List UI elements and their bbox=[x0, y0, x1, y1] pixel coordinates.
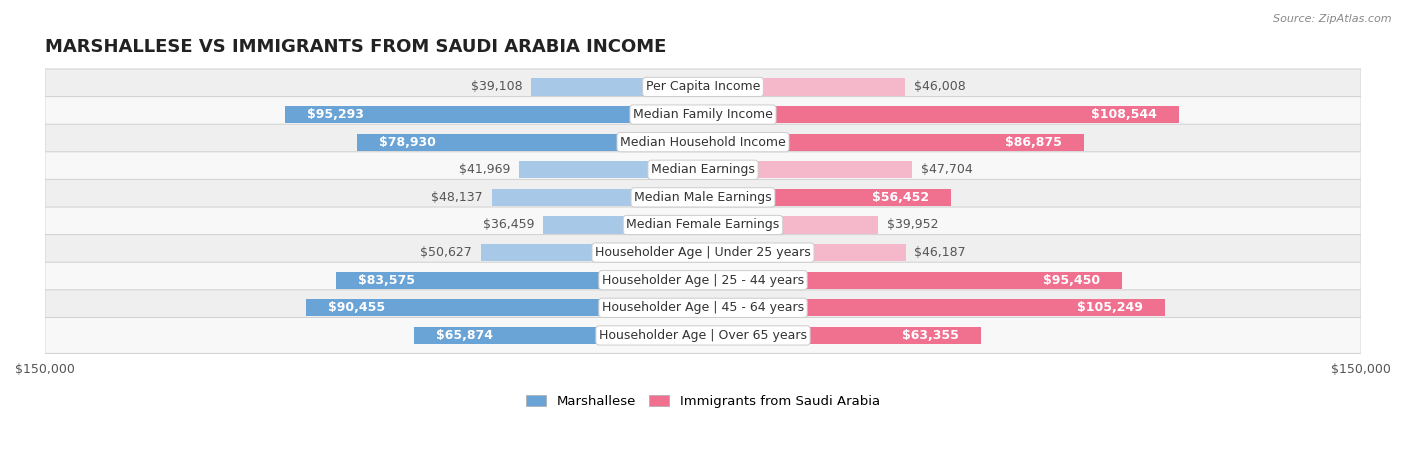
Text: $41,969: $41,969 bbox=[458, 163, 510, 176]
FancyBboxPatch shape bbox=[45, 262, 1361, 298]
Text: $90,455: $90,455 bbox=[328, 301, 385, 314]
Legend: Marshallese, Immigrants from Saudi Arabia: Marshallese, Immigrants from Saudi Arabi… bbox=[522, 389, 884, 413]
Text: $78,930: $78,930 bbox=[378, 136, 436, 149]
Bar bbox=[357, 134, 703, 151]
Text: $63,355: $63,355 bbox=[903, 329, 959, 342]
Bar bbox=[703, 299, 1164, 316]
Text: $95,293: $95,293 bbox=[307, 108, 364, 121]
FancyBboxPatch shape bbox=[45, 318, 1361, 354]
Text: $95,450: $95,450 bbox=[1043, 274, 1099, 287]
Bar bbox=[519, 161, 703, 178]
Bar bbox=[703, 134, 1084, 151]
FancyBboxPatch shape bbox=[45, 179, 1361, 215]
Text: Median Female Earnings: Median Female Earnings bbox=[627, 219, 779, 232]
Bar bbox=[703, 327, 981, 344]
Bar bbox=[531, 78, 703, 96]
FancyBboxPatch shape bbox=[45, 290, 1361, 326]
Text: $50,627: $50,627 bbox=[420, 246, 472, 259]
Text: Median Earnings: Median Earnings bbox=[651, 163, 755, 176]
Text: $56,452: $56,452 bbox=[872, 191, 929, 204]
Text: $108,544: $108,544 bbox=[1091, 108, 1157, 121]
Bar bbox=[703, 78, 905, 96]
Text: $105,249: $105,249 bbox=[1077, 301, 1143, 314]
Text: MARSHALLESE VS IMMIGRANTS FROM SAUDI ARABIA INCOME: MARSHALLESE VS IMMIGRANTS FROM SAUDI ARA… bbox=[45, 38, 666, 57]
Text: $47,704: $47,704 bbox=[921, 163, 973, 176]
Bar bbox=[413, 327, 703, 344]
Bar bbox=[703, 161, 912, 178]
Text: Source: ZipAtlas.com: Source: ZipAtlas.com bbox=[1274, 14, 1392, 24]
FancyBboxPatch shape bbox=[45, 97, 1361, 133]
Text: Per Capita Income: Per Capita Income bbox=[645, 80, 761, 93]
Text: $86,875: $86,875 bbox=[1005, 136, 1062, 149]
FancyBboxPatch shape bbox=[45, 124, 1361, 160]
Text: Householder Age | Under 25 years: Householder Age | Under 25 years bbox=[595, 246, 811, 259]
Text: Householder Age | 45 - 64 years: Householder Age | 45 - 64 years bbox=[602, 301, 804, 314]
Bar bbox=[703, 272, 1122, 289]
Text: $46,187: $46,187 bbox=[914, 246, 966, 259]
Text: $65,874: $65,874 bbox=[436, 329, 494, 342]
Bar bbox=[492, 189, 703, 206]
Text: $83,575: $83,575 bbox=[359, 274, 415, 287]
FancyBboxPatch shape bbox=[45, 234, 1361, 270]
Bar bbox=[703, 189, 950, 206]
Bar bbox=[481, 244, 703, 261]
Bar bbox=[307, 299, 703, 316]
FancyBboxPatch shape bbox=[45, 69, 1361, 105]
Text: Householder Age | 25 - 44 years: Householder Age | 25 - 44 years bbox=[602, 274, 804, 287]
Text: Median Household Income: Median Household Income bbox=[620, 136, 786, 149]
Text: $39,952: $39,952 bbox=[887, 219, 939, 232]
Text: $36,459: $36,459 bbox=[482, 219, 534, 232]
Text: Median Male Earnings: Median Male Earnings bbox=[634, 191, 772, 204]
Bar bbox=[336, 272, 703, 289]
Text: $48,137: $48,137 bbox=[432, 191, 484, 204]
Bar bbox=[703, 244, 905, 261]
FancyBboxPatch shape bbox=[45, 152, 1361, 188]
Bar bbox=[543, 216, 703, 234]
Bar bbox=[285, 106, 703, 123]
Bar bbox=[703, 106, 1180, 123]
Bar bbox=[703, 216, 879, 234]
Text: Median Family Income: Median Family Income bbox=[633, 108, 773, 121]
Text: $46,008: $46,008 bbox=[914, 80, 966, 93]
Text: $39,108: $39,108 bbox=[471, 80, 523, 93]
Text: Householder Age | Over 65 years: Householder Age | Over 65 years bbox=[599, 329, 807, 342]
FancyBboxPatch shape bbox=[45, 207, 1361, 243]
